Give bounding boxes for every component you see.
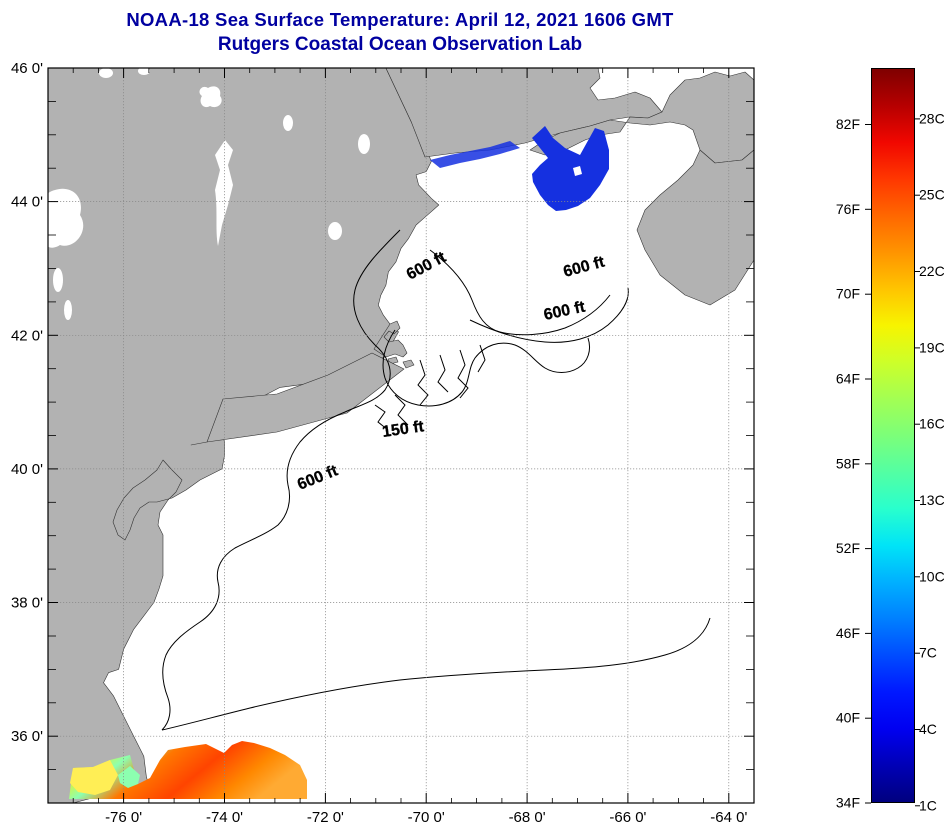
svg-text:-64 0': -64 0'	[710, 809, 747, 826]
svg-text:44 0': 44 0'	[11, 194, 43, 211]
svg-text:-68 0': -68 0'	[509, 809, 546, 826]
svg-text:40 0': 40 0'	[11, 461, 43, 478]
svg-text:-74 0': -74 0'	[206, 809, 243, 826]
svg-text:46 0': 46 0'	[11, 60, 43, 77]
svg-text:36 0': 36 0'	[11, 728, 43, 745]
svg-text:38 0': 38 0'	[11, 595, 43, 612]
svg-text:42 0': 42 0'	[11, 327, 43, 344]
svg-text:-70 0': -70 0'	[408, 809, 445, 826]
svg-text:-72 0': -72 0'	[307, 809, 344, 826]
svg-text:-76 0': -76 0'	[105, 809, 142, 826]
svg-text:-66 0': -66 0'	[609, 809, 646, 826]
